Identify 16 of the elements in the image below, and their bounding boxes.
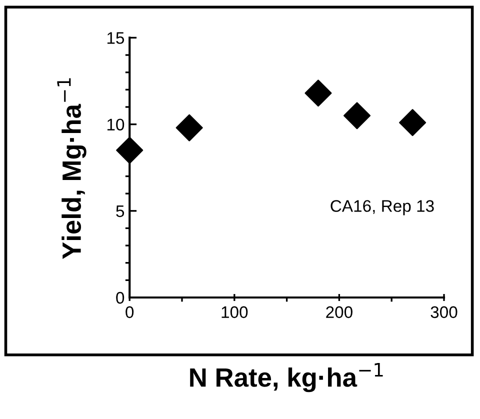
point <box>344 102 371 130</box>
x-axis-title: N Rate, kg·ha$^{−1}$ <box>190 363 383 392</box>
x-tick-label: 100 <box>222 306 248 318</box>
y-tick-label: 10 <box>107 118 124 131</box>
y-tick-label: 5 <box>116 205 124 218</box>
x-tick-label: 200 <box>326 306 352 318</box>
y-tick-label: 15 <box>107 32 124 44</box>
point <box>304 80 332 107</box>
x-tick-label: 300 <box>430 306 458 318</box>
point <box>116 136 144 164</box>
y-tick-label: 0 <box>116 292 124 304</box>
point <box>399 109 426 136</box>
y-axis-title: Yield, Mg·ha$^{−1}$ <box>57 78 86 259</box>
x-tick-label: 0 <box>126 306 134 318</box>
point <box>176 114 203 142</box>
annotation: CA16, Rep 13 <box>330 200 434 216</box>
